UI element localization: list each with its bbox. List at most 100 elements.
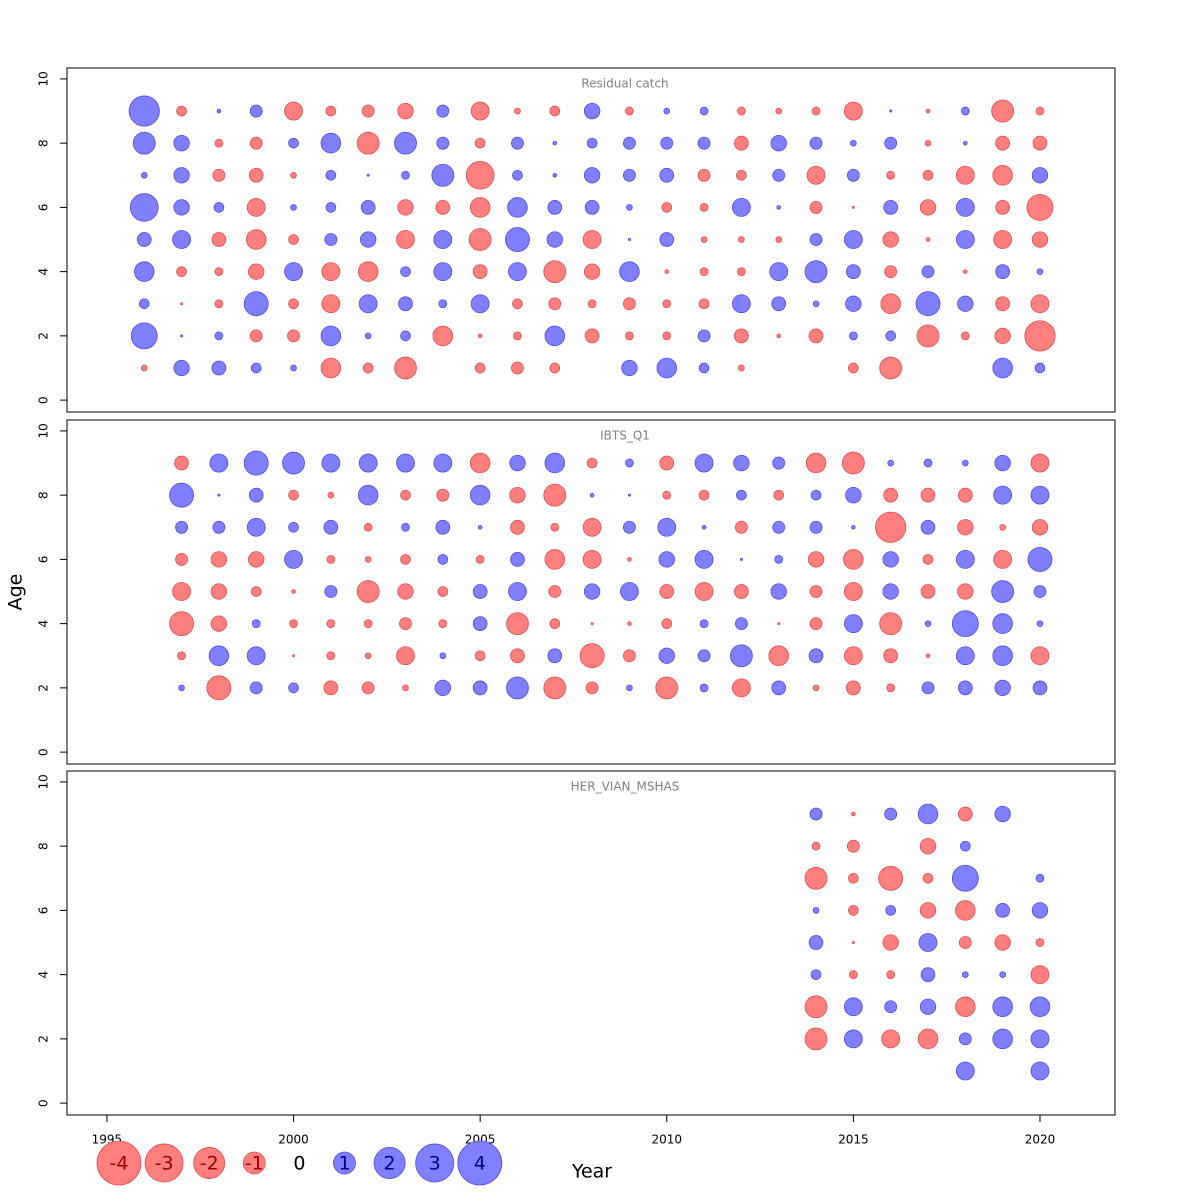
bubble — [214, 331, 224, 341]
bubble — [323, 680, 339, 696]
bubble — [477, 524, 483, 530]
bubble — [920, 584, 936, 599]
legend-label: 1 — [338, 1153, 350, 1175]
bubble — [699, 106, 709, 116]
bubble — [659, 232, 675, 247]
bubble — [505, 227, 530, 252]
bubble — [957, 806, 973, 822]
bubble — [963, 269, 968, 274]
bubble — [883, 487, 899, 503]
bubble — [1032, 680, 1048, 696]
bubble — [955, 230, 975, 249]
bubble — [180, 334, 184, 338]
bubble — [697, 168, 711, 182]
y-tick-label: 10 — [37, 71, 51, 86]
bubble — [809, 807, 823, 821]
bubble — [549, 362, 561, 374]
bubble — [552, 172, 558, 178]
bubble — [626, 684, 633, 692]
bubble — [291, 589, 296, 594]
bubble — [991, 580, 1015, 603]
bubble — [210, 583, 228, 600]
bubble — [434, 679, 452, 697]
bubble — [282, 451, 305, 475]
bubble — [960, 840, 971, 852]
bubble — [921, 681, 935, 695]
bubble — [922, 169, 934, 181]
bubble — [243, 291, 269, 317]
bubble — [770, 583, 787, 600]
bubble — [843, 646, 863, 666]
bubble — [849, 970, 858, 980]
bubble — [284, 262, 303, 282]
bubble — [843, 101, 863, 121]
bubble — [843, 582, 863, 601]
bubble — [698, 362, 710, 374]
bubble — [623, 649, 636, 663]
bubble — [321, 453, 341, 473]
bubble — [804, 260, 828, 284]
bubble — [875, 511, 907, 543]
bubble — [806, 165, 826, 185]
bubble — [401, 170, 410, 180]
bubble — [508, 262, 527, 282]
bubble — [999, 523, 1006, 531]
bubble — [883, 200, 899, 215]
bubble — [511, 361, 524, 375]
bubble — [1030, 294, 1050, 314]
bubble — [809, 617, 823, 631]
bubble — [400, 554, 411, 565]
bubble — [1035, 106, 1045, 116]
bubble — [358, 453, 378, 473]
bubble — [955, 549, 975, 569]
bubble — [994, 934, 1011, 951]
y-tick-label: 0 — [37, 396, 51, 404]
bubble — [290, 364, 297, 372]
bubble — [246, 197, 266, 217]
bubble — [288, 298, 299, 310]
bubble — [732, 294, 751, 314]
bubble — [772, 168, 786, 182]
legend-bubble — [242, 1151, 266, 1175]
bubble — [510, 648, 525, 664]
bubble — [438, 619, 448, 629]
y-tick-label: 8 — [37, 139, 51, 147]
bubble — [508, 582, 527, 601]
bubble — [1031, 519, 1049, 536]
bubble — [506, 676, 529, 700]
bubble — [320, 325, 342, 347]
bubble — [699, 267, 709, 277]
bubble — [846, 839, 860, 853]
bubble — [662, 299, 672, 309]
bubble — [246, 646, 266, 666]
bubble — [627, 621, 632, 626]
bubble — [697, 329, 711, 343]
bubble — [772, 520, 786, 534]
bubble — [960, 106, 970, 116]
bubble — [396, 453, 415, 473]
bubble — [924, 620, 932, 627]
bubble — [325, 105, 337, 117]
bubble — [882, 934, 899, 951]
bubble — [957, 680, 973, 696]
bubble — [402, 684, 409, 692]
bubble — [216, 108, 222, 114]
bubble — [994, 679, 1011, 697]
bubble — [700, 236, 708, 243]
bubble — [917, 1028, 939, 1050]
bubble — [811, 841, 821, 851]
bubble — [321, 262, 341, 282]
bubble — [732, 197, 751, 217]
bubble — [470, 101, 490, 121]
bubble — [506, 612, 529, 636]
bubble — [400, 489, 411, 501]
bubble — [919, 902, 937, 919]
bubble — [849, 331, 858, 341]
bubble — [474, 650, 486, 662]
panel-title: HER_VIAN_MSHAS — [571, 780, 680, 794]
bubble — [132, 131, 156, 155]
bubble — [510, 519, 525, 535]
bubble — [809, 136, 823, 150]
bubble — [957, 519, 974, 536]
